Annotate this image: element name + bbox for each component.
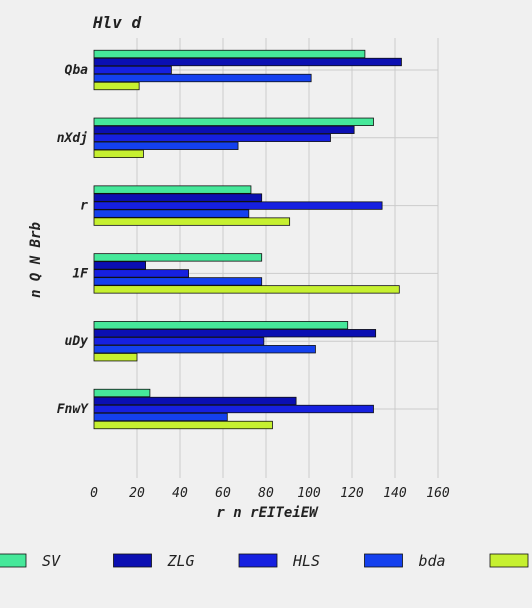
x-tick-label-2: 40 — [172, 486, 188, 501]
bar-bda-Qba — [93, 73, 312, 83]
category-label-1: nXdj — [57, 131, 88, 146]
legend: SVZLGHLSbdaKd — [0, 552, 529, 570]
x-tick-label-7: 140 — [383, 486, 407, 501]
x-tick-label-5: 100 — [297, 486, 321, 501]
legend-swatch-bda — [364, 553, 403, 568]
bar-bda-uDy — [93, 345, 316, 354]
legend-swatch-ZLG — [113, 553, 152, 568]
category-labels: Qba nXdj r 1F uDy FnwY — [57, 63, 89, 417]
category-label-0: Qba — [65, 63, 89, 78]
bar-bda-FnwY — [93, 412, 228, 422]
bar-HLS-uDy — [93, 337, 265, 346]
x-tick-label-4: 80 — [258, 486, 274, 501]
bar-Kd-1F — [93, 285, 400, 294]
bar-Kd-nXdj — [93, 149, 144, 158]
bar-ZLG-nXdj — [93, 125, 355, 134]
x-tick-label-3: 60 — [215, 486, 231, 501]
bar-HLS-Qba — [93, 65, 172, 75]
x-tick-label-6: 120 — [340, 486, 364, 501]
bar-Kd-r — [93, 217, 291, 226]
bar-HLS-nXdj — [93, 133, 331, 142]
x-tick-label-8: 160 — [426, 486, 450, 501]
legend-swatch-SV — [0, 553, 27, 568]
x-tick-label-1: 20 — [129, 486, 145, 501]
legend-label-HLS: HLS — [292, 552, 320, 570]
bar-SV-nXdj — [93, 117, 374, 126]
bar-SV-Qba — [93, 49, 366, 59]
bar-Kd-uDy — [93, 353, 138, 362]
bar-ZLG-r — [93, 193, 263, 202]
bar-ZLG-FnwY — [93, 396, 297, 406]
x-axis-label: r n rEITeiEW — [216, 505, 319, 521]
chart-title: Hlv d — [92, 13, 142, 32]
bar-SV-uDy — [93, 321, 349, 330]
bar-bda-nXdj — [93, 141, 239, 150]
bars — [93, 49, 402, 430]
bar-SV-FnwY — [93, 388, 151, 398]
bar-SV-r — [93, 185, 252, 194]
category-label-4: uDy — [65, 334, 89, 349]
bar-ZLG-1F — [93, 261, 146, 270]
bar-HLS-FnwY — [93, 404, 374, 414]
bar-HLS-1F — [93, 269, 189, 278]
category-label-2: r — [80, 199, 88, 214]
bar-Kd-FnwY — [93, 420, 273, 430]
x-tick-labels: 0 20 40 60 80 100 120 140 160 — [90, 486, 450, 501]
bar-bda-r — [93, 209, 250, 218]
bar-ZLG-Qba — [93, 57, 402, 67]
legend-label-ZLG: ZLG — [167, 552, 195, 570]
bar-SV-1F — [93, 253, 263, 262]
bar-HLS-r — [93, 201, 383, 210]
legend-swatch-Kd — [489, 553, 529, 568]
y-axis-label: n Q N Brb — [28, 222, 44, 298]
legend-label-bda: bda — [419, 552, 446, 570]
bar-Kd-Qba — [93, 81, 140, 91]
category-label-5: FnwY — [57, 402, 89, 417]
bar-ZLG-uDy — [93, 329, 377, 338]
legend-label-SV: SV — [42, 552, 61, 570]
bar-bda-1F — [93, 277, 263, 286]
x-tick-label-0: 0 — [90, 486, 98, 501]
legend-swatch-HLS — [238, 553, 278, 568]
category-label-3: 1F — [72, 266, 89, 281]
